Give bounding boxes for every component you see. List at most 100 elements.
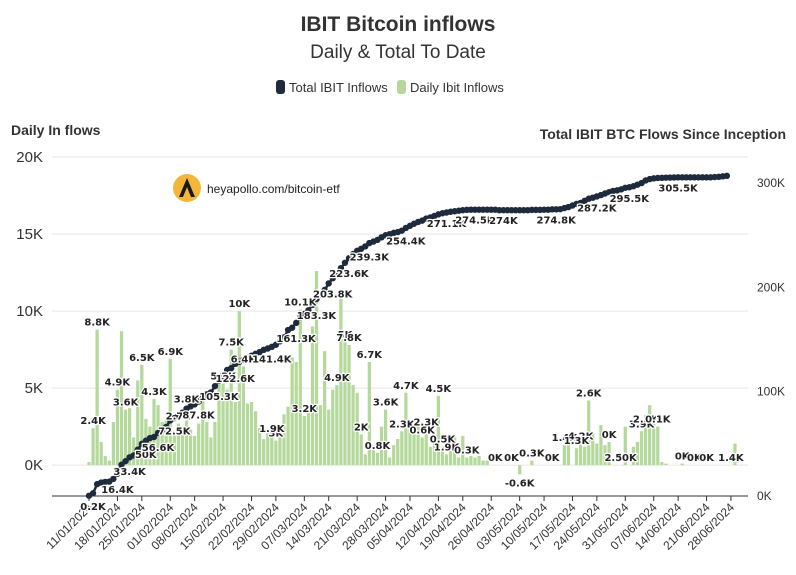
daily-label: 0K xyxy=(675,452,691,463)
daily-label: 1.9K xyxy=(259,424,286,435)
right-tick-label-0: 0K xyxy=(757,489,772,503)
daily-label: 0K xyxy=(602,430,618,441)
total-point xyxy=(309,301,316,308)
total-label: 72.5K xyxy=(158,426,192,437)
daily-bar xyxy=(416,420,420,466)
daily-bar xyxy=(132,437,136,466)
daily-bar xyxy=(400,431,404,466)
daily-bar xyxy=(453,437,457,466)
daily-label: 4.7K xyxy=(393,381,420,392)
total-point xyxy=(341,259,349,266)
daily-bar xyxy=(635,442,640,466)
daily-label: 1.9K xyxy=(434,442,461,453)
daily-bar xyxy=(201,400,205,466)
daily-label: 4.9K xyxy=(105,378,132,389)
total-point xyxy=(337,264,345,272)
total-point xyxy=(293,319,300,327)
daily-bar xyxy=(367,361,371,466)
chart-subtitle: Daily & Total To Date xyxy=(310,42,486,63)
legend-item-daily[interactable]: Daily Ibit Inflows xyxy=(397,80,504,95)
daily-bar xyxy=(457,457,461,466)
daily-bar xyxy=(119,331,124,466)
daily-label: 3.6K xyxy=(373,398,400,409)
daily-bar xyxy=(115,389,120,466)
daily-bar xyxy=(184,406,189,466)
daily-bar xyxy=(168,358,172,466)
daily-bar xyxy=(643,426,648,466)
daily-bar xyxy=(440,446,445,466)
daily-bar xyxy=(375,452,380,466)
daily-label: 2.5K xyxy=(633,415,660,426)
daily-bar xyxy=(396,438,400,466)
daily-bar xyxy=(176,423,181,466)
total-point xyxy=(195,398,202,405)
daily-bar xyxy=(607,442,611,466)
daily-label: 0K xyxy=(488,453,504,464)
daily-label: 6.9K xyxy=(158,347,185,358)
daily-bar xyxy=(314,271,319,466)
apollo-logo-mark xyxy=(179,178,195,197)
total-point xyxy=(89,490,97,497)
daily-label: 5.3K xyxy=(210,372,237,383)
daily-label: 8.8K xyxy=(84,318,111,329)
daily-label: 10K xyxy=(228,299,251,310)
daily-label: 10.1K xyxy=(284,298,318,309)
daily-bar xyxy=(205,422,209,466)
daily-label: 0K xyxy=(699,453,715,464)
daily-label: 1.3K xyxy=(564,436,591,447)
total-label: 287.2K xyxy=(577,204,618,215)
left-axis-ticks: 0K 5K 10K 15K 20K xyxy=(16,149,43,474)
daily-bar xyxy=(664,463,668,466)
daily-label: 1.4K xyxy=(718,453,745,464)
daily-bar xyxy=(603,445,607,466)
daily-bar xyxy=(217,383,221,466)
daily-bar xyxy=(298,309,302,466)
total-point xyxy=(317,291,324,298)
daily-bar xyxy=(233,402,237,466)
daily-bar xyxy=(290,357,294,466)
daily-bar xyxy=(270,435,274,466)
daily-bar xyxy=(371,449,376,466)
daily-label: 7.5K xyxy=(218,338,245,349)
total-point xyxy=(345,254,353,262)
daily-bar xyxy=(318,405,323,466)
daily-bar xyxy=(652,423,656,466)
daily-bar xyxy=(221,383,225,466)
legend-label-daily: Daily Ibit Inflows xyxy=(410,80,504,95)
daily-bar xyxy=(591,432,595,466)
daily-bar xyxy=(587,400,591,466)
daily-bar xyxy=(461,435,465,466)
total-label: 50K xyxy=(135,450,158,461)
daily-bar xyxy=(266,432,270,466)
daily-bar xyxy=(412,428,416,466)
daily-label: 2.5K xyxy=(604,453,631,464)
daily-bar xyxy=(249,402,254,466)
legend-item-total[interactable]: Total IBIT Inflows xyxy=(276,80,388,95)
right-tick-label-2: 200K xyxy=(757,280,785,294)
right-tick-label-3: 300K xyxy=(757,176,785,190)
watermark-text: heyapollo.com/bitcoin-etf xyxy=(207,182,340,196)
daily-label: 0.8K xyxy=(365,441,392,452)
daily-bar xyxy=(335,385,339,466)
daily-label: 0.3K xyxy=(519,449,546,460)
right-axis-ticks: 0K 100K 200K 300K xyxy=(757,176,785,503)
legend[interactable]: Total IBIT Inflows Daily Ibit Inflows xyxy=(276,80,504,95)
total-label: 122.6K xyxy=(216,374,257,385)
total-label: 254.4K xyxy=(386,237,427,248)
daily-bar xyxy=(262,438,266,466)
total-label: 239.3K xyxy=(350,252,391,263)
daily-bar xyxy=(197,423,201,466)
daily-bar xyxy=(245,403,250,466)
total-point xyxy=(114,470,121,477)
total-point xyxy=(325,280,332,287)
daily-bar xyxy=(424,429,428,466)
total-label: 56.6K xyxy=(142,443,176,454)
daily-bar xyxy=(327,409,331,466)
daily-bar xyxy=(213,422,217,466)
total-label: 274.5K xyxy=(455,216,496,227)
total-label: 183.3K xyxy=(297,311,338,322)
daily-label: 4.5K xyxy=(426,384,453,395)
daily-bar xyxy=(164,420,168,466)
